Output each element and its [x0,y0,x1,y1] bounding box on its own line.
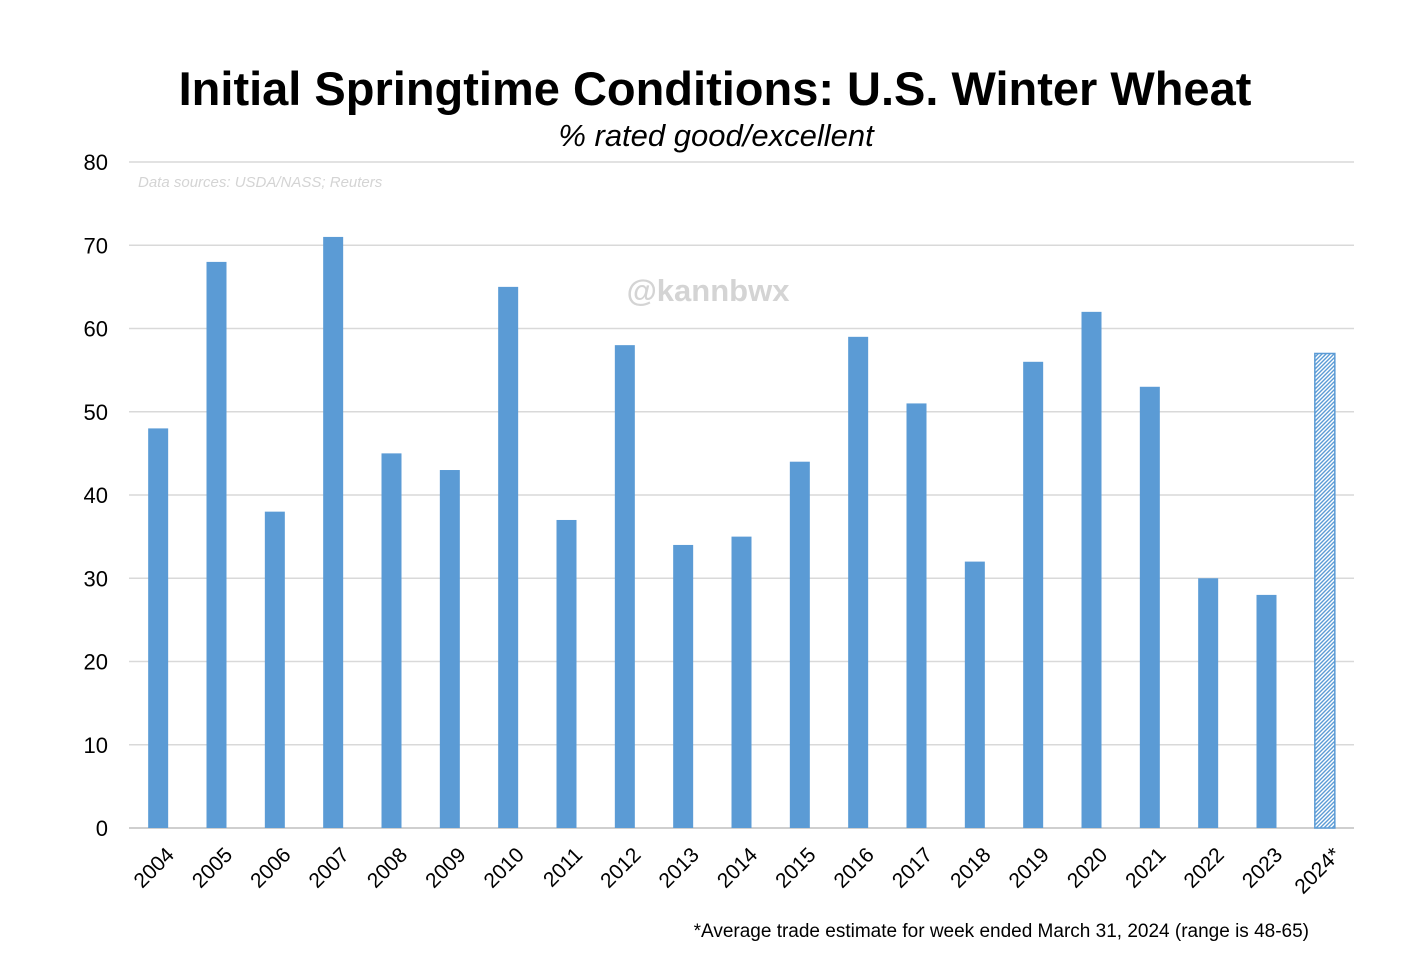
bars [148,236,1336,829]
bar-2016 [848,336,869,828]
x-tick-label: 2009 [421,843,470,892]
bar-2018 [964,561,985,828]
bar-2015 [789,461,810,828]
x-tick-label: 2012 [596,843,645,892]
y-tick-label: 80 [84,150,108,175]
bar-2012 [614,345,635,828]
x-tick-label: 2016 [830,843,879,892]
bar-2019 [1023,361,1044,828]
bar-2004 [148,428,169,828]
bar-2014 [731,536,752,828]
chart-title: Initial Springtime Conditions: U.S. Wint… [179,62,1252,115]
x-tick-label: 2007 [305,843,354,892]
data-source-note: Data sources: USDA/NASS; Reuters [138,174,383,191]
bar-2021 [1139,386,1160,828]
x-tick-label: 2021 [1121,843,1170,892]
bar-2008 [381,453,402,828]
y-tick-label: 10 [84,733,108,758]
x-tick-label: 2023 [1238,843,1287,892]
x-tick-label: 2019 [1005,843,1054,892]
y-tick-label: 40 [84,483,108,508]
x-tick-label: 2008 [363,843,412,892]
x-axis-ticks: 2004 2005 2006 2007 2008 2009 2010 2011 2012 2013… [130,843,1346,898]
x-tick-label: 2011 [539,843,587,891]
bar-2009 [439,470,460,828]
y-tick-label: 50 [84,400,108,425]
y-axis-ticks: 0 10 20 30 40 50 60 70 80 [84,150,108,841]
x-tick-label: 2017 [888,843,937,892]
footnote: *Average trade estimate for week ended M… [694,921,1309,942]
x-tick-label: 2024* [1290,843,1345,898]
x-tick-label: 2005 [188,843,237,892]
x-tick-label: 2006 [246,843,295,892]
x-tick-label: 2022 [1180,843,1229,892]
y-tick-label: 70 [84,233,108,258]
watermark: @kannbwx [627,273,791,308]
y-tick-label: 0 [96,816,108,841]
bar-2017 [906,403,927,828]
bar-2007 [323,236,344,829]
x-tick-label: 2010 [480,843,529,892]
x-tick-label: 2004 [130,843,180,893]
chart-subtitle: % rated good/excellent [558,118,875,153]
bar-2011 [556,519,577,828]
bar-2023 [1256,594,1277,828]
bar-2020 [1081,311,1102,829]
bar-2024-estimate [1314,352,1336,829]
bar-2010 [498,286,519,828]
y-tick-label: 20 [84,650,108,675]
x-tick-label: 2020 [1063,843,1112,892]
x-tick-label: 2014 [713,843,763,893]
bar-2022 [1198,578,1219,828]
bar-2013 [673,544,694,828]
bar-2006 [264,511,285,828]
x-tick-label: 2015 [771,843,820,892]
bar-2005 [206,261,227,828]
x-tick-label: 2018 [946,843,995,892]
x-tick-label: 2013 [655,843,704,892]
y-tick-label: 60 [84,317,108,342]
y-tick-label: 30 [84,566,108,591]
